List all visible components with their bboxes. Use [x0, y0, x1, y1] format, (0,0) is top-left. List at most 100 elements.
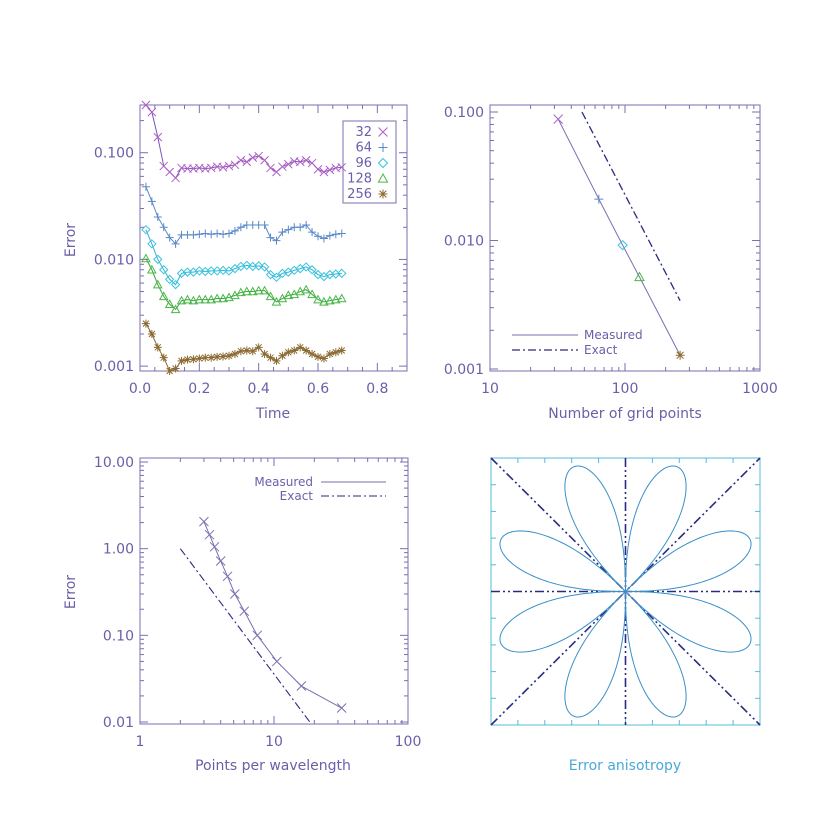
data-point-64	[141, 182, 150, 191]
y-tick-label: 10.00	[94, 455, 134, 471]
data-point-256	[207, 353, 216, 362]
data-point-32	[224, 161, 234, 171]
data-point-32	[278, 162, 287, 172]
data-point-128	[170, 304, 181, 314]
y-tick-label: 1.00	[103, 542, 134, 558]
data-point-96	[159, 265, 169, 275]
data-point-128	[182, 294, 193, 304]
legend-label: 96	[355, 156, 372, 171]
data-point-256	[213, 352, 222, 361]
legend-label: 64	[355, 141, 372, 156]
data-point-256	[314, 352, 322, 361]
x-tick-label: 0.4	[248, 381, 270, 397]
data-point-128	[188, 295, 199, 305]
data-point	[617, 239, 628, 251]
data-point-64	[171, 239, 180, 248]
data-point-64	[337, 229, 346, 238]
data-point-128	[147, 264, 157, 274]
data-point-256	[266, 353, 275, 362]
data-point-128	[325, 295, 335, 305]
p1-series	[141, 100, 347, 375]
data-point-128	[301, 284, 311, 294]
data-point-96	[194, 266, 205, 276]
data-point-128	[212, 293, 222, 303]
data-point-64	[195, 230, 204, 239]
data-point-32	[141, 100, 151, 110]
data-point-256	[195, 354, 204, 363]
x-tick-label: 0.0	[129, 381, 151, 397]
data-point-64	[225, 229, 233, 238]
data-point-64	[147, 197, 156, 206]
data-point-64	[236, 223, 245, 232]
measured-line	[203, 521, 342, 709]
data-point-128	[283, 290, 294, 300]
data-point-128	[295, 286, 306, 296]
data-point-64	[219, 230, 228, 239]
data-point-128	[158, 291, 169, 301]
data-point-256	[141, 319, 150, 328]
legend-exact-label: Exact	[280, 489, 314, 503]
measured-line	[557, 118, 681, 356]
data-point-256	[337, 346, 346, 355]
data-point-96	[170, 279, 181, 290]
series-line-256	[145, 323, 342, 372]
p1-ticks: 0.0 0.2 0.4 0.6 0.8 0.001 0.010 0.100	[94, 105, 407, 397]
data-point-128	[164, 299, 175, 308]
data-point-256	[290, 346, 299, 355]
data-point-32	[254, 151, 264, 161]
series-line-64	[145, 186, 342, 245]
legend-label: 128	[347, 172, 372, 187]
data-point-96	[271, 272, 282, 282]
x-tick-label: 0.6	[307, 381, 329, 397]
data-point-128	[241, 286, 252, 296]
p4-title: Error anisotropy	[569, 758, 681, 774]
data-point-256	[153, 343, 162, 352]
data-point-64	[278, 228, 287, 237]
exact-line	[581, 111, 681, 302]
legend-marker	[378, 127, 388, 137]
data-point-128	[330, 294, 341, 304]
y-tick-label: 0.100	[444, 105, 484, 121]
data-point-64	[296, 223, 305, 232]
series-line-96	[145, 229, 342, 286]
x-tick-label: 10	[265, 734, 283, 750]
data-point	[229, 589, 240, 599]
legend-marker	[377, 172, 389, 183]
data-point	[215, 556, 226, 566]
p1-legend-box	[342, 120, 397, 204]
x-tick-label: 0.8	[366, 381, 388, 397]
data-point-64	[153, 212, 162, 221]
data-point-128	[206, 294, 217, 304]
data-point-256	[284, 348, 293, 357]
data-point-32	[230, 160, 240, 170]
data-point-96	[218, 265, 228, 276]
data-point-32	[319, 167, 329, 177]
data-point-256	[159, 353, 168, 362]
x-tick-label: 10	[481, 381, 499, 397]
data-point-64	[266, 233, 275, 242]
data-point-256	[147, 329, 156, 338]
legend-measured-label: Measured	[254, 475, 313, 489]
data-point	[252, 630, 263, 641]
data-point-256	[260, 349, 269, 358]
panel-time-error: 0.0 0.2 0.4 0.6 0.8 0.001 0.010 0.100 Time Erro…	[63, 100, 408, 422]
data-point-32	[283, 159, 293, 169]
data-point	[594, 194, 604, 204]
data-point-128	[141, 253, 151, 263]
y-tick-label: 0.010	[94, 252, 134, 268]
x-tick-label: 0.2	[188, 381, 210, 397]
data-point-96	[337, 268, 347, 279]
data-point-32	[313, 164, 323, 174]
data-point-256	[319, 354, 328, 363]
data-point-128	[307, 289, 317, 299]
data-point-128	[253, 285, 264, 295]
data-point-256	[236, 347, 245, 356]
data-point-256	[171, 364, 180, 373]
series-line-32	[145, 104, 342, 179]
data-point-128	[152, 279, 163, 289]
data-point	[204, 529, 215, 540]
x-tick-label: 1	[136, 734, 145, 750]
